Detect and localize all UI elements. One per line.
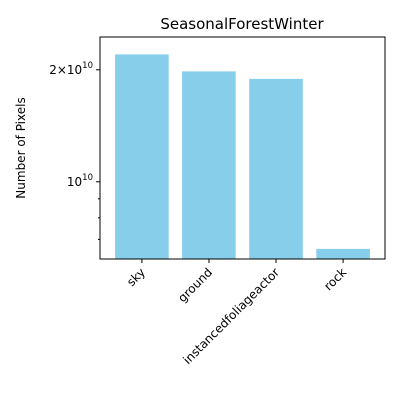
chart-title: SeasonalForestWinter xyxy=(160,15,324,33)
y-axis-label: Number of Pixels xyxy=(14,97,28,198)
x-tick-label-ground: ground xyxy=(175,265,215,305)
bar-ground xyxy=(182,71,236,260)
y-tick-label-1: 1010 xyxy=(67,173,93,189)
x-tick-label-sky: sky xyxy=(124,265,148,289)
y-tick-label-0: 2×1010 xyxy=(49,61,93,77)
plot-frame xyxy=(99,36,386,260)
bar-sky xyxy=(115,54,169,260)
bars-group xyxy=(115,54,370,260)
x-tick-label-rock: rock xyxy=(321,265,349,293)
bar-instancedfoliageactor xyxy=(249,78,303,260)
y-axis-ticks: 2×1010 1010 xyxy=(49,61,100,240)
bar-rock xyxy=(316,248,370,259)
